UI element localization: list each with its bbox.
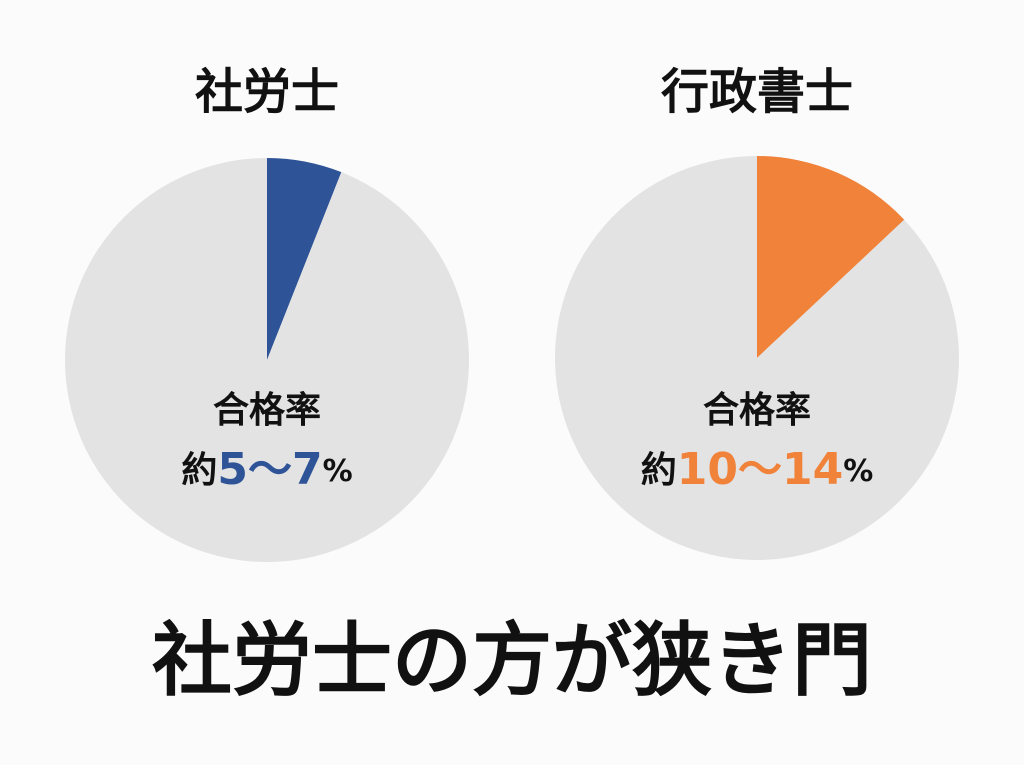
rate-prefix: 約 [641,450,677,491]
rate-prefix: 約 [181,450,217,491]
rate-suffix: % [843,454,873,489]
rate-range: 10〜14 [677,444,843,495]
pie-slice [555,156,959,560]
pie-slice [64,158,470,562]
pie-slice [757,156,905,358]
rate-label: 約10〜14% [641,444,874,495]
pie-slice [267,158,342,360]
rate-label: 約5〜7% [181,444,352,495]
rate-suffix: % [323,454,353,489]
rate-range: 5〜7 [217,444,322,495]
pie-title: 社労士 [195,64,339,120]
rate-heading: 合格率 [213,390,321,431]
rate-heading: 合格率 [703,390,811,431]
pie-title: 行政書士 [661,64,853,120]
caption: 社労士の方が狭き門 [152,614,872,707]
